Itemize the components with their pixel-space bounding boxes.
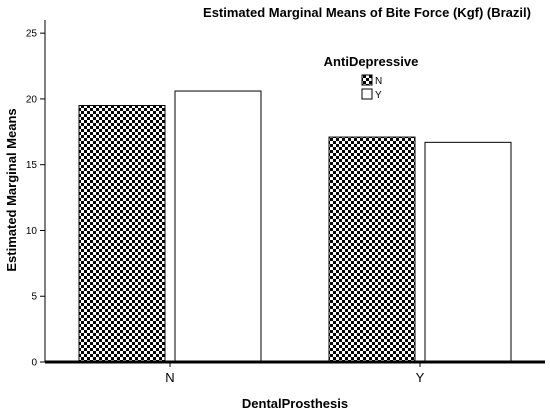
y-tick-label: 10 [26, 226, 38, 237]
bar-n-n [78, 105, 166, 363]
y-axis-ticks: 0 5 10 15 20 25 [26, 29, 45, 369]
y-tick-label: 15 [26, 160, 38, 171]
y-tick-label: 25 [26, 29, 38, 40]
bar-n-y [328, 136, 416, 363]
x-axis-title: DentalProsthesis [242, 396, 348, 411]
legend-label-n: N [375, 76, 382, 87]
legend-swatch-n [361, 74, 373, 86]
y-tick-label: 0 [31, 358, 37, 369]
y-tick-label: 5 [31, 292, 37, 303]
legend-title: AntiDepressive [324, 54, 419, 69]
bar-y-n [174, 90, 262, 363]
bar-group [78, 90, 512, 363]
legend-swatch-y [361, 88, 373, 100]
legend-label-y: Y [375, 90, 382, 101]
x-tick-label: N [165, 370, 174, 385]
legend: AntiDepressive NY [324, 54, 419, 101]
y-tick-label: 20 [26, 94, 38, 105]
y-axis-title: Estimated Marginal Means [4, 108, 19, 271]
legend-items: NY [361, 74, 382, 101]
chart-title: Estimated Marginal Means of Bite Force (… [203, 5, 531, 20]
x-tick-label: Y [416, 370, 425, 385]
bar-y-y [424, 141, 512, 363]
